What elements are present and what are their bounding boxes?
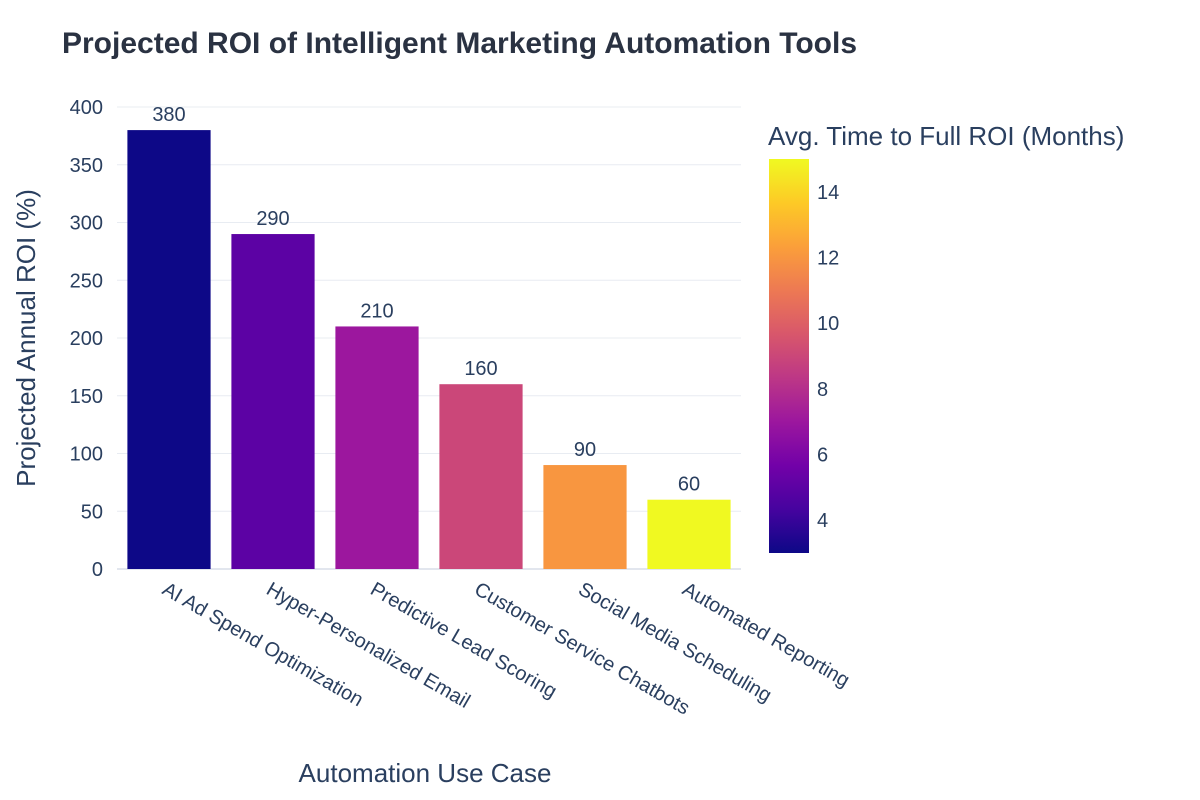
- y-tick-label: 200: [70, 328, 103, 350]
- gridlines: [117, 106, 741, 570]
- bars: [127, 130, 731, 570]
- colorbar-title: Avg. Time to Full ROI (Months): [768, 121, 1124, 151]
- colorbar-gradient: [769, 159, 809, 553]
- bar-value-label: 160: [464, 358, 497, 380]
- x-tick-label: Social Media Scheduling: [575, 578, 776, 707]
- y-tick-label: 50: [81, 501, 103, 523]
- chart-title: Projected ROI of Intelligent Marketing A…: [62, 27, 857, 60]
- y-axis-title: Projected Annual ROI (%): [11, 189, 41, 487]
- bar-value-label: 290: [256, 208, 289, 230]
- bar-value-label: 380: [152, 104, 185, 126]
- bar: [647, 499, 731, 569]
- x-tick-label: AI Ad Spend Optimization: [159, 578, 367, 711]
- colorbar-ticks: 4 6 8 10 12 14: [817, 182, 839, 532]
- y-tick-label: 300: [70, 213, 103, 235]
- y-tick-label: 250: [70, 270, 103, 292]
- colorbar-tick-label: 12: [817, 248, 839, 270]
- x-axis-title: Automation Use Case: [299, 758, 552, 788]
- data-labels: 380 290 210 160 90 60: [152, 104, 700, 496]
- colorbar-tick-label: 4: [817, 510, 828, 532]
- y-tick-label: 150: [70, 386, 103, 408]
- y-axis-ticks: 0 50 100 150 200 250 300 350 400: [70, 97, 103, 581]
- bar-value-label: 60: [678, 474, 700, 496]
- bar: [543, 465, 627, 569]
- bar: [439, 384, 523, 569]
- bar: [335, 326, 419, 569]
- bar: [127, 130, 211, 569]
- y-tick-label: 0: [92, 559, 103, 581]
- bar: [231, 234, 315, 570]
- y-tick-label: 400: [70, 97, 103, 119]
- colorbar-tick-label: 6: [817, 445, 828, 467]
- y-tick-label: 100: [70, 444, 103, 466]
- bar-value-label: 210: [360, 300, 393, 322]
- bar-value-label: 90: [574, 439, 596, 461]
- colorbar-tick-label: 8: [817, 379, 828, 401]
- colorbar: Avg. Time to Full ROI (Months) 4 6 8 10 12 14: [768, 121, 1124, 553]
- x-axis-ticks: AI Ad Spend OptimizationHyper-Personaliz…: [159, 578, 854, 719]
- y-tick-label: 350: [70, 155, 103, 177]
- colorbar-tick-label: 10: [817, 313, 839, 335]
- x-tick-label: Predictive Lead Scoring: [367, 578, 561, 703]
- x-tick-label: Automated Reporting: [679, 578, 854, 692]
- x-tick-label: Hyper-Personalized Email: [263, 578, 474, 713]
- colorbar-tick-label: 14: [817, 182, 839, 204]
